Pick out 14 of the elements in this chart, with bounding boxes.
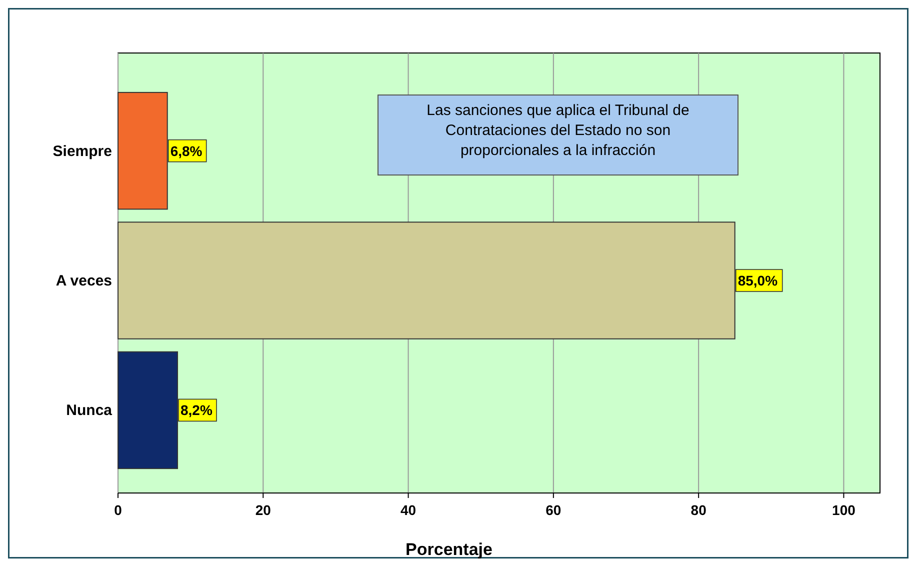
data-label: 85,0%	[738, 272, 778, 288]
y-tick-label: Nunca	[66, 402, 113, 420]
x-tick-label: 60	[546, 502, 562, 518]
x-tick-label: 80	[690, 502, 707, 518]
x-tick-label: 100	[832, 502, 856, 518]
x-tick-label: 40	[400, 502, 416, 518]
data-label: 6,8%	[170, 142, 203, 159]
y-tick-label: A veces	[56, 272, 112, 290]
data-label: 8,2%	[180, 402, 213, 418]
text: Las sanciones que aplica el Tribunal de Contrataciones del Estado no son proporcionales a la infracción	[426, 102, 690, 159]
x-tick-label: 0	[114, 502, 122, 518]
x-axis-title: Porcentaje	[406, 540, 492, 559]
y-tick-label: Siempre	[52, 142, 112, 160]
x-tick-label: 20	[255, 502, 272, 518]
